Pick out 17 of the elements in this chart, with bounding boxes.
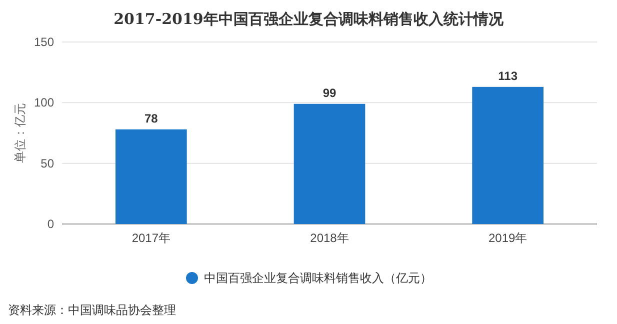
y-tick-label: 0 bbox=[47, 217, 54, 231]
chart-title: 2017-2019年中国百强企业复合调味料销售收入统计情况 bbox=[114, 10, 504, 28]
x-tick-label: 2018年 bbox=[310, 231, 349, 245]
bar bbox=[294, 104, 366, 224]
data-label: 78 bbox=[144, 111, 158, 126]
text: 资料来源：中国调味品协会整理 bbox=[8, 303, 176, 317]
x-tick-label: 2017年 bbox=[132, 231, 171, 245]
y-tick-label: 100 bbox=[34, 96, 54, 110]
data-label: 113 bbox=[498, 68, 518, 83]
y-tick-label: 50 bbox=[40, 156, 54, 170]
bar bbox=[116, 129, 187, 224]
legend-label: 中国百强企业复合调味料销售收入（亿元） bbox=[204, 271, 432, 285]
data-label: 99 bbox=[322, 86, 336, 100]
x-tick-label: 2019年 bbox=[488, 231, 528, 245]
y-axis-title: 单位：亿元 bbox=[13, 103, 27, 163]
y-tick-label: 150 bbox=[34, 35, 54, 49]
bar bbox=[472, 86, 544, 224]
